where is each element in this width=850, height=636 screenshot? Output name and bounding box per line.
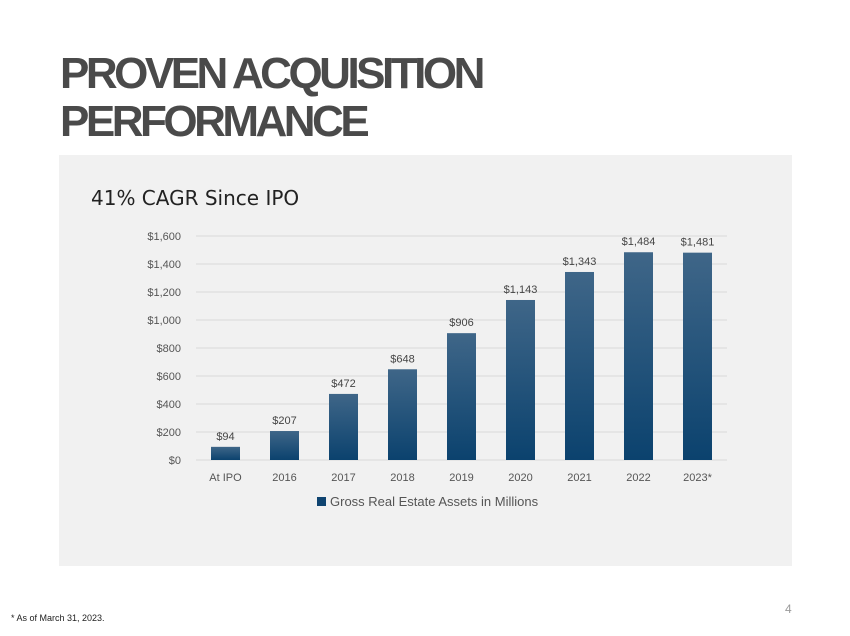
page-number: 4	[785, 602, 792, 616]
slide-title-line2: PERFORMANCE	[60, 97, 370, 146]
y-tick-label: $1,400	[147, 259, 181, 271]
data-label: $648	[390, 353, 414, 365]
y-tick-label: $400	[157, 399, 181, 411]
slide-title: PROVEN ACQUISITION PERFORMANCE	[60, 49, 485, 146]
data-label: $1,343	[563, 256, 597, 268]
chart-legend: Gross Real Estate Assets in Millions	[317, 494, 538, 509]
bar	[211, 446, 240, 460]
data-label: $1,481	[681, 237, 715, 249]
y-tick-label: $0	[169, 455, 181, 467]
bar	[565, 271, 594, 460]
y-tick-label: $1,200	[147, 287, 181, 299]
chart-subtitle: 41% CAGR Since IPO	[91, 186, 300, 210]
bar	[624, 252, 653, 460]
data-label: $472	[331, 378, 355, 390]
slide-title-line1: PROVEN ACQUISITION	[60, 49, 485, 98]
data-label: $906	[449, 317, 473, 329]
y-axis-ticks: $0 $200 $400 $600 $800 $1,000 $1,200 $1,400 $1,6…	[147, 231, 181, 467]
x-tick-label: 2021	[567, 472, 591, 484]
x-axis-ticks: At IPO 2016 2017 2018 2019 2020 2021 2022 2023*	[209, 472, 712, 484]
data-labels: $94 $207 $472 $648 $906 $1,143 $1,343 $1,484 $1,…	[216, 236, 714, 443]
data-label: $94	[216, 431, 234, 443]
x-tick-label: 2020	[508, 472, 532, 484]
y-tick-label: $1,000	[147, 315, 181, 327]
bar	[683, 252, 712, 460]
x-tick-label: 2016	[272, 472, 296, 484]
x-tick-label: 2022	[626, 472, 650, 484]
bar	[388, 369, 417, 460]
y-tick-label: $800	[157, 343, 181, 355]
y-tick-label: $1,600	[147, 231, 181, 243]
legend-swatch	[317, 497, 326, 506]
chart-panel	[59, 155, 792, 566]
footnote: * As of March 31, 2023.	[11, 613, 105, 623]
data-label: $207	[272, 415, 296, 427]
legend-label: Gross Real Estate Assets in Millions	[330, 494, 539, 509]
x-tick-label: 2018	[390, 472, 414, 484]
x-tick-label: At IPO	[209, 472, 242, 484]
bar	[329, 393, 358, 460]
data-label: $1,484	[622, 236, 656, 248]
bar	[447, 333, 476, 460]
x-tick-label: 2023*	[683, 472, 712, 484]
x-tick-label: 2019	[449, 472, 473, 484]
y-tick-label: $200	[157, 427, 181, 439]
data-label: $1,143	[504, 284, 538, 296]
bar	[270, 431, 299, 460]
bar	[506, 299, 535, 460]
y-tick-label: $600	[157, 371, 181, 383]
bars	[211, 252, 712, 460]
x-tick-label: 2017	[331, 472, 355, 484]
